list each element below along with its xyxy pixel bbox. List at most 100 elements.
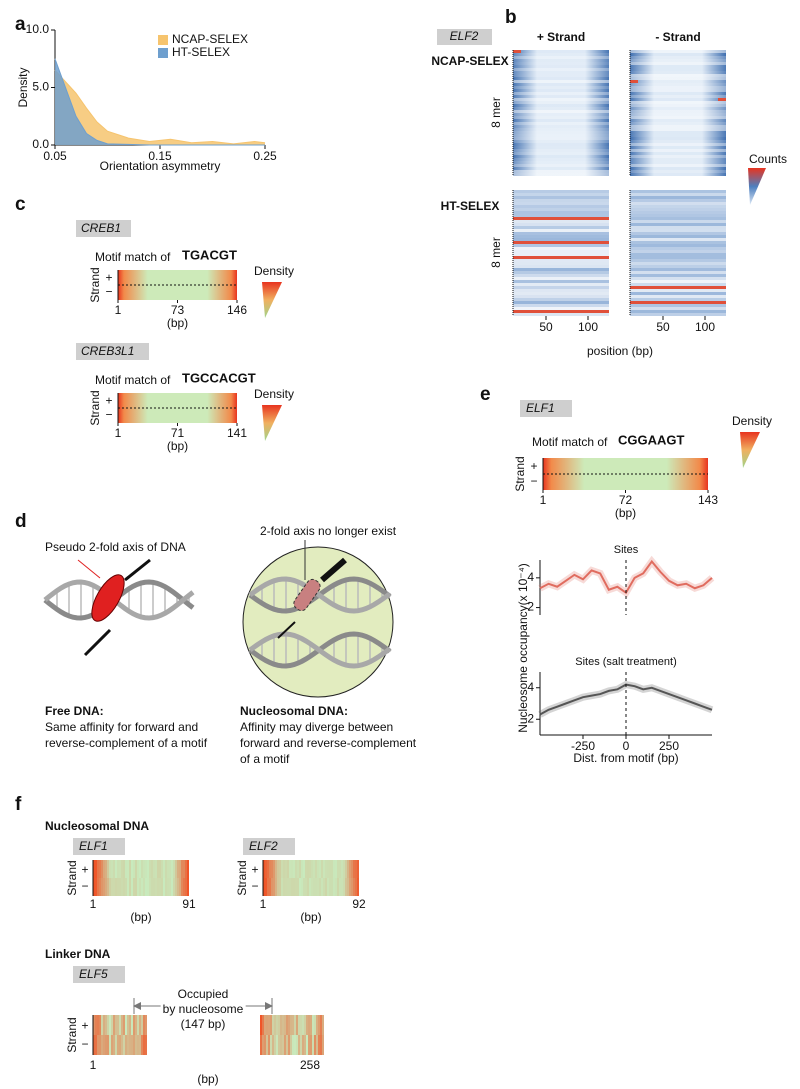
- heat-cell: [165, 860, 167, 878]
- heat-cell: [121, 860, 123, 878]
- heat-cell: [357, 860, 359, 878]
- heat-cell: [302, 1035, 304, 1055]
- legend-title: Density: [254, 387, 294, 401]
- legend-swatch: [158, 48, 168, 58]
- gene-name: ELF2: [249, 839, 278, 853]
- row-axis-title: 8 mer: [489, 237, 503, 268]
- heat-hot: [718, 98, 726, 101]
- heat-row: [513, 289, 609, 292]
- heat-cell: [123, 860, 125, 878]
- gene-box: [73, 838, 125, 855]
- heat-row: [513, 205, 609, 208]
- heat-row: [513, 137, 609, 140]
- heat-cell: [280, 1015, 282, 1035]
- heat-cell: [183, 860, 185, 878]
- heat-cell: [129, 1015, 131, 1035]
- heat-row: [630, 131, 726, 134]
- gene-box: [243, 838, 295, 855]
- x-tick-label: 1: [260, 897, 267, 911]
- strand-title: Strand: [65, 860, 79, 895]
- heat-row: [630, 173, 726, 176]
- heat-cell: [169, 878, 171, 896]
- helix-strand: [248, 631, 392, 669]
- heat-cell: [141, 860, 143, 878]
- heat-cell: [325, 878, 327, 896]
- heat-cell: [139, 1035, 141, 1055]
- heat-cell: [269, 878, 271, 896]
- heat-row: [513, 83, 609, 86]
- caption-line: Same affinity for forward and: [45, 720, 198, 734]
- panel-letter: a: [15, 14, 26, 35]
- caption-line: Affinity may diverge between: [240, 720, 393, 734]
- heat-row: [630, 65, 726, 68]
- heat-row: [513, 274, 609, 277]
- heat-row: [630, 56, 726, 59]
- heat-cell: [281, 878, 283, 896]
- heat-cell: [171, 878, 173, 896]
- heat-row: [513, 68, 609, 71]
- heat-cell: [179, 860, 181, 878]
- heat-cell: [129, 878, 131, 896]
- heat-cell: [306, 1015, 308, 1035]
- heat-cell: [299, 878, 301, 896]
- heat-cell: [95, 1035, 97, 1055]
- heat-cell: [323, 860, 325, 878]
- heat-cell: [149, 860, 151, 878]
- heat-row: [630, 161, 726, 164]
- heat-cell: [295, 878, 297, 896]
- strand-minus: −: [81, 879, 88, 893]
- heat-cell: [274, 1015, 276, 1035]
- heat-cell: [320, 1035, 322, 1055]
- heat-cell: [294, 1035, 296, 1055]
- heat-cell: [145, 860, 147, 878]
- strand-title: Strand: [235, 860, 249, 895]
- heat-cell: [119, 878, 121, 896]
- heat-cell: [319, 860, 321, 878]
- heat-cell: [177, 878, 179, 896]
- heat-cell: [107, 1035, 109, 1055]
- heat-row: [630, 214, 726, 217]
- heat-row: [513, 313, 609, 316]
- heat-row: [513, 50, 609, 53]
- strand-plus: +: [81, 862, 88, 876]
- heat-cell: [99, 1035, 101, 1055]
- heat-cell: [105, 1035, 107, 1055]
- heat-cell: [351, 878, 353, 896]
- heat-cell: [347, 860, 349, 878]
- gene-box: [437, 29, 492, 45]
- heat-cell: [285, 860, 287, 878]
- heat-cell: [301, 860, 303, 878]
- legend-title: Counts: [749, 152, 787, 166]
- heat-cell: [292, 1035, 294, 1055]
- annotation-line: [77, 559, 101, 579]
- heat-row: [513, 247, 609, 250]
- heat-cell: [283, 860, 285, 878]
- heat-cell: [295, 860, 297, 878]
- heat-cell: [93, 878, 95, 896]
- heat-cell: [343, 860, 345, 878]
- heat-cell: [141, 1015, 143, 1035]
- heat-row: [630, 137, 726, 140]
- gene-name: CREB1: [81, 221, 121, 235]
- heat-cell: [318, 1035, 320, 1055]
- heat-cell: [275, 878, 277, 896]
- heat-cell: [313, 860, 315, 878]
- heat-row: [513, 143, 609, 146]
- strand-minus: −: [81, 1037, 88, 1051]
- heat-cell: [123, 878, 125, 896]
- row-title: HT-SELEX: [441, 199, 500, 213]
- strand-plus: +: [105, 394, 112, 408]
- heat-cell: [107, 860, 109, 878]
- heat-row: [513, 134, 609, 137]
- gene-name: ELF1: [79, 839, 108, 853]
- heat-cell: [294, 1015, 296, 1035]
- strand-title: Strand: [513, 456, 527, 491]
- heat-cell: [187, 860, 189, 878]
- legend-title: Density: [254, 264, 294, 278]
- heat-cell: [317, 860, 319, 878]
- heat-cell: [285, 878, 287, 896]
- heat-cell: [329, 878, 331, 896]
- heat-cell: [309, 878, 311, 896]
- heat-cell: [107, 1015, 109, 1035]
